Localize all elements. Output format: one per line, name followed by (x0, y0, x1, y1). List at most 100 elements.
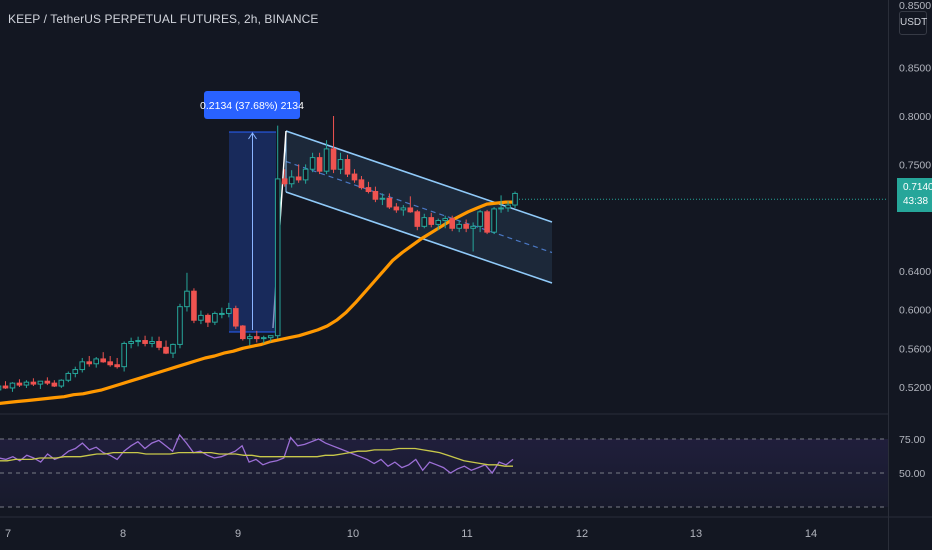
candle-body (128, 341, 134, 344)
candle-body (0, 385, 2, 391)
candle-body (142, 340, 148, 344)
candle-body (337, 159, 344, 170)
measure-label-box (204, 91, 300, 119)
candle-body (323, 148, 330, 172)
candle-body (184, 290, 190, 308)
candle-body (295, 176, 302, 181)
candle-body (351, 173, 358, 181)
candle-body (163, 346, 169, 354)
price-pane[interactable]: 0.2134 (37.68%) 2134 (0, 91, 888, 405)
rsi-series (0, 433, 514, 475)
price-tick-label: 0.5200 (899, 382, 931, 394)
candle-body (365, 187, 372, 192)
candle-body (191, 290, 197, 321)
candle-body (428, 217, 435, 225)
candle-body (30, 381, 37, 385)
candle-body (267, 335, 274, 339)
measure-label: 0.2134 (37.68%) 2134 (200, 100, 304, 112)
candle-body (330, 148, 337, 170)
candle-body (219, 312, 225, 315)
rsi-tick-label: 75.00 (899, 434, 925, 446)
channel-middle-line (285, 160, 553, 254)
candle-body (240, 325, 246, 340)
candle-body (491, 208, 497, 233)
moving-average-layer (0, 200, 517, 405)
candle-body (407, 207, 414, 213)
time-tick-label: 12 (576, 528, 588, 540)
candle-body (72, 369, 79, 374)
rsi-tick-label: 50.00 (899, 468, 925, 480)
time-axis[interactable]: 7 8 9 10 11 12 13 14 (5, 528, 817, 540)
candle-body (344, 159, 351, 175)
price-tick-label: 0.5600 (899, 343, 931, 355)
candle-body (421, 217, 428, 227)
candle-body (2, 385, 9, 389)
candle-body (463, 223, 469, 229)
candle-body (16, 382, 23, 386)
time-tick-label: 9 (235, 528, 241, 540)
time-tick-label: 14 (805, 528, 817, 540)
chart-title: KEEP / TetherUS PERPETUAL FUTURES, 2h, B… (8, 12, 319, 26)
candle-body (309, 157, 316, 170)
candle-body (316, 157, 323, 172)
time-tick-label: 11 (461, 528, 472, 540)
candle-body (449, 218, 455, 229)
candle-body (505, 204, 511, 209)
measure-tool[interactable]: 0.2134 (37.68%) 2134 (200, 91, 304, 333)
candle-body (253, 336, 260, 340)
candle-body (288, 176, 295, 185)
price-tick-label: 0.7500 (899, 159, 931, 171)
candle-body (114, 364, 120, 368)
price-tick-label: 0.8500 (899, 63, 931, 75)
bar-countdown: 43:38 (903, 196, 929, 207)
candle-body (9, 382, 16, 389)
last-price-label: 0.7140 43:38 (897, 178, 932, 212)
candle-body (79, 361, 86, 371)
candle-body (205, 314, 211, 323)
candle-body (470, 225, 476, 229)
candle-body (379, 197, 386, 200)
candle-body (246, 336, 253, 340)
time-tick-label: 7 (5, 528, 11, 540)
rsi-pane[interactable] (0, 433, 888, 508)
candle-body (212, 312, 218, 323)
candle-body (177, 306, 183, 345)
price-axis[interactable]: 0.5200 0.5600 0.6000 0.6400 0.7500 0.8000 0.85… (899, 0, 931, 394)
candle-body (226, 308, 232, 314)
candle-body (149, 341, 155, 344)
time-tick-label: 10 (347, 528, 359, 540)
candle-body (358, 179, 365, 189)
channel-lower-line (285, 191, 553, 284)
candle-body (23, 381, 30, 386)
time-tick-label: 13 (690, 528, 702, 540)
rsi-ma-line (0, 447, 513, 467)
moving-average-line (0, 200, 517, 405)
candle-body (400, 207, 407, 211)
last-price-value: 0.7140 (903, 182, 932, 193)
currency-button[interactable]: USDT (899, 11, 927, 35)
candle-body (498, 207, 504, 210)
candle-body (484, 211, 490, 233)
candle-body (281, 178, 288, 185)
candle-body (170, 343, 176, 354)
candle-body (260, 337, 267, 340)
candle-body (107, 361, 113, 366)
candle-body (512, 192, 518, 206)
candle-body (442, 218, 449, 222)
price-tick-label: 0.8500 (899, 0, 931, 12)
time-tick-label: 8 (120, 528, 126, 540)
candle-body (86, 361, 93, 365)
candle-body (372, 190, 379, 200)
candle-body (65, 372, 72, 381)
candle-body (456, 223, 462, 229)
candle-body (233, 308, 239, 327)
candle-body (156, 341, 162, 348)
candle-body (393, 206, 400, 211)
candle-body (198, 314, 204, 321)
candle-body (302, 168, 309, 181)
rsi-axis: 75.00 50.00 (899, 434, 925, 480)
candle-body (100, 358, 107, 363)
channel-fill (286, 131, 552, 283)
candle-body (121, 342, 127, 368)
